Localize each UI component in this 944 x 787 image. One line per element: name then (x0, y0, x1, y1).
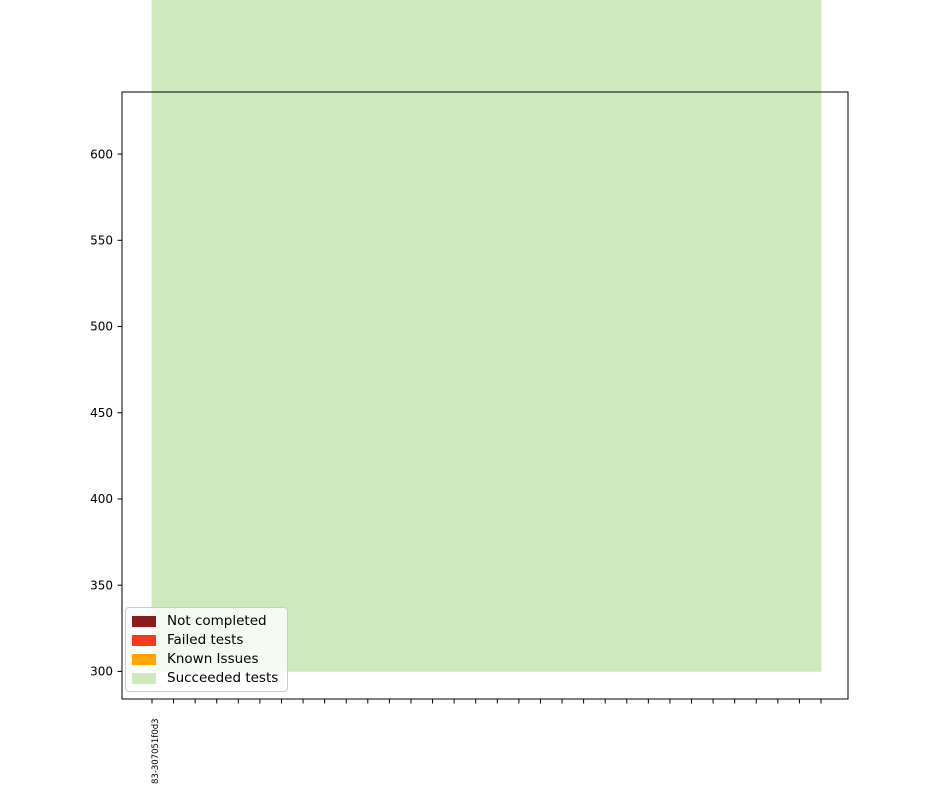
legend: Not completed Failed tests Known Issues … (125, 607, 288, 692)
x-tick-label: 83-307051f0d3 (151, 718, 161, 784)
y-tick-label: 450 (90, 406, 113, 420)
legend-swatch-failed-tests (132, 635, 156, 646)
legend-label-succeeded-tests: Succeeded tests (167, 670, 279, 686)
y-tick-label: 300 (90, 665, 113, 679)
y-tick-label: 400 (90, 492, 113, 506)
axes-frame (121, 91, 849, 700)
legend-swatch-succeeded-tests (132, 673, 156, 684)
legend-label-failed-tests: Failed tests (167, 632, 244, 648)
y-tick-label: 600 (90, 147, 113, 161)
legend-item-not-completed: Not completed (132, 612, 281, 631)
legend-swatch-not-completed (132, 616, 156, 627)
legend-item-known-issues: Known Issues (132, 650, 281, 669)
y-tick-label: 550 (90, 234, 113, 248)
legend-swatch-known-issues (132, 654, 156, 665)
y-tick-label: 500 (90, 320, 113, 334)
area-succeeded-tests (151, 0, 822, 672)
y-tick-label: 350 (90, 578, 113, 592)
legend-item-failed-tests: Failed tests (132, 631, 281, 650)
legend-item-succeeded-tests: Succeeded tests (132, 669, 281, 688)
legend-label-known-issues: Known Issues (167, 651, 259, 667)
legend-label-not-completed: Not completed (167, 613, 267, 629)
